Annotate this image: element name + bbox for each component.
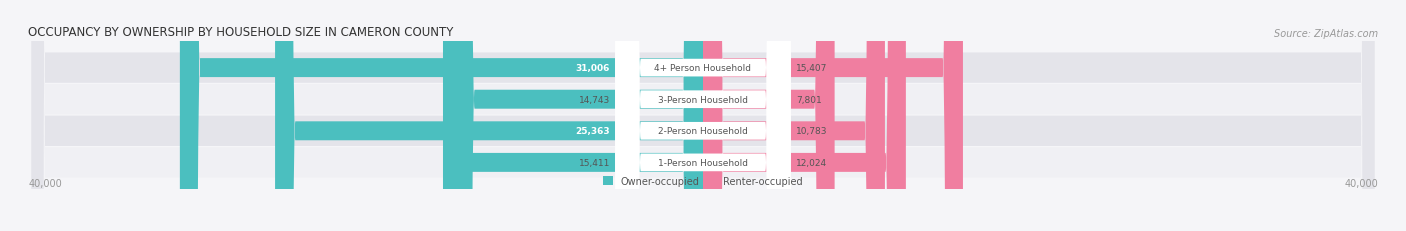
Text: 15,407: 15,407 [796, 64, 827, 73]
Text: 14,743: 14,743 [579, 95, 610, 104]
FancyBboxPatch shape [703, 0, 884, 231]
Text: 12,024: 12,024 [796, 158, 827, 167]
Text: OCCUPANCY BY OWNERSHIP BY HOUSEHOLD SIZE IN CAMERON COUNTY: OCCUPANCY BY OWNERSHIP BY HOUSEHOLD SIZE… [28, 26, 454, 39]
FancyBboxPatch shape [180, 0, 703, 231]
FancyBboxPatch shape [31, 0, 1375, 231]
Text: 7,801: 7,801 [796, 95, 821, 104]
FancyBboxPatch shape [454, 0, 703, 231]
FancyBboxPatch shape [276, 0, 703, 231]
Text: 15,411: 15,411 [579, 158, 610, 167]
Text: 3-Person Household: 3-Person Household [658, 95, 748, 104]
FancyBboxPatch shape [616, 0, 790, 231]
Text: 25,363: 25,363 [575, 127, 610, 136]
Text: 40,000: 40,000 [28, 178, 62, 188]
Text: 31,006: 31,006 [576, 64, 610, 73]
FancyBboxPatch shape [443, 0, 703, 231]
FancyBboxPatch shape [31, 0, 1375, 231]
Text: Source: ZipAtlas.com: Source: ZipAtlas.com [1274, 29, 1378, 39]
FancyBboxPatch shape [703, 0, 963, 231]
FancyBboxPatch shape [616, 0, 790, 231]
Text: 2-Person Household: 2-Person Household [658, 127, 748, 136]
Text: 4+ Person Household: 4+ Person Household [655, 64, 751, 73]
Text: 40,000: 40,000 [1344, 178, 1378, 188]
Text: 10,783: 10,783 [796, 127, 827, 136]
FancyBboxPatch shape [616, 0, 790, 231]
FancyBboxPatch shape [703, 0, 835, 231]
Legend: Owner-occupied, Renter-occupied: Owner-occupied, Renter-occupied [603, 176, 803, 186]
FancyBboxPatch shape [31, 0, 1375, 231]
FancyBboxPatch shape [31, 0, 1375, 231]
FancyBboxPatch shape [616, 0, 790, 231]
Text: 1-Person Household: 1-Person Household [658, 158, 748, 167]
FancyBboxPatch shape [703, 0, 905, 231]
